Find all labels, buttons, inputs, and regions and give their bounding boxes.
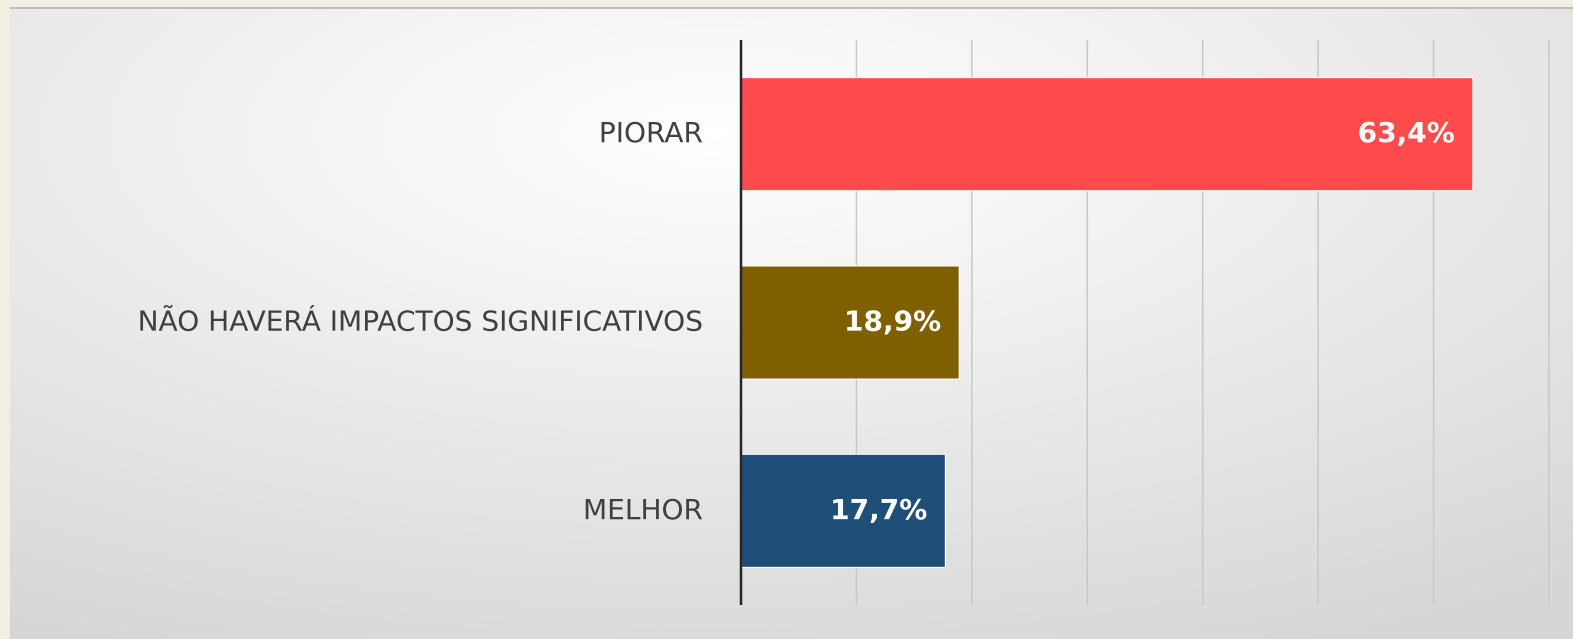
value-label: 17,7% xyxy=(830,493,927,526)
bar xyxy=(740,453,946,568)
category-label: PIORAR xyxy=(599,116,703,149)
category-label: NÃO HAVERÁ IMPACTOS SIGNIFICATIVOS xyxy=(138,304,703,338)
category-label: MELHOR xyxy=(583,493,703,526)
bar xyxy=(740,77,1474,192)
bar xyxy=(740,265,960,380)
value-label: 63,4% xyxy=(1358,116,1455,149)
value-label: 18,9% xyxy=(844,305,941,338)
